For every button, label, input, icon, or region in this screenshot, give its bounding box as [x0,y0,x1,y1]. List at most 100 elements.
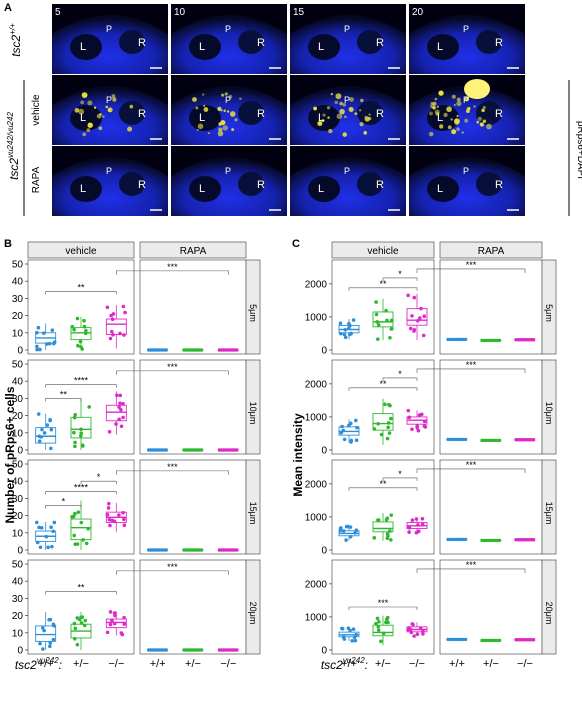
sig-label: * [398,269,402,279]
data-point [78,339,83,344]
sig-bracket [45,291,117,295]
data-point [119,407,123,412]
ventricle-R [238,101,264,125]
data-point [121,401,125,406]
data-point [52,340,57,345]
y-tick-label: 30 [12,594,24,605]
sig-bracket-rapa [116,370,229,375]
prps6-signal [334,100,339,105]
sig-bracket [348,387,418,391]
sig-bracket-rapa [416,368,526,373]
y-axis-label: Mean intensity [291,413,305,497]
sig-label-rapa: *** [466,260,477,270]
data-point [388,403,392,408]
label-P: P [344,95,350,105]
x-tick-label: −/− [108,658,124,670]
prps6-signal [342,132,347,137]
data-point [48,417,52,422]
x-tick-label: +/− [483,658,499,670]
facet-strip-row [541,459,557,555]
label-L: L [80,41,86,53]
prps6-signal [221,93,225,97]
prps6-signal [102,115,105,118]
prps6-signal [336,113,343,120]
data-point [40,427,44,432]
sig-bracket [348,487,418,491]
data-point [35,347,39,352]
ventricle-L [308,34,340,60]
prps6-signal [229,111,236,117]
prps6-signal [342,103,346,107]
label-R: R [138,108,146,120]
facet-strip-row [245,559,261,655]
data-point [408,326,413,331]
data-point [109,313,113,318]
data-point [105,305,110,310]
data-point [420,516,425,521]
sig-label: *** [378,598,389,608]
prps6-signal [464,118,469,123]
facet-panel [139,459,247,555]
data-point [387,431,392,435]
micrograph-tile: L P R [171,146,287,216]
data-point [415,632,420,637]
prps6-signal [428,131,434,137]
prps6-signal [486,123,492,130]
y-tick-label: 40 [12,377,24,388]
data-point [384,308,388,313]
sig-label: ** [77,283,85,293]
label-L: L [437,183,443,195]
prps6-signal [78,108,85,115]
data-point [351,627,356,631]
micrograph-tile: L P R [52,146,168,216]
prps6-signal [464,96,470,102]
data-point [349,440,353,444]
data-point [344,538,348,542]
data-point [73,444,77,449]
data-point [410,518,415,522]
data-point [46,545,50,550]
prps6-signal [359,122,364,127]
data-point [411,622,415,627]
prps6-signal [344,115,347,119]
facet-col-label: vehicle [65,246,97,257]
ventricle-R [119,172,145,196]
data-point [385,536,390,541]
sig-bracket [45,384,117,388]
data-point [76,343,80,348]
box [406,308,428,326]
data-point [81,444,85,448]
prps6-signal [231,128,235,131]
ventricle-R [238,30,264,54]
facet-col-label: vehicle [367,246,399,257]
sig-bracket [348,287,418,291]
prps6-signal [203,107,209,112]
prps6-signal [228,94,233,99]
prps6-signal [429,111,433,116]
label-R: R [138,179,146,191]
data-point [406,293,410,298]
data-point [379,639,383,644]
x-tick-label: −/− [220,658,236,670]
depth-label: 5 [55,7,61,18]
data-point [50,328,55,333]
data-point [73,511,77,516]
y-tick-label: 10 [12,528,24,539]
data-point [70,515,74,519]
prps6-signal [451,129,457,135]
micrograph-tile: L P R [290,146,406,216]
data-point [118,401,122,406]
depth-label: 15 [293,7,305,18]
data-point [421,629,425,633]
data-point [107,430,112,434]
data-point [121,415,125,420]
micrograph-tile: L P R [409,146,525,216]
data-point [110,317,115,322]
data-point [35,540,40,545]
prps6-signal [317,121,323,126]
y-tick-label: 1000 [305,412,328,423]
prps6-signal [434,109,440,115]
facet-row-label: 10μm [544,402,554,425]
panel-a-label: A [4,2,12,14]
prps6-signal [87,100,93,106]
